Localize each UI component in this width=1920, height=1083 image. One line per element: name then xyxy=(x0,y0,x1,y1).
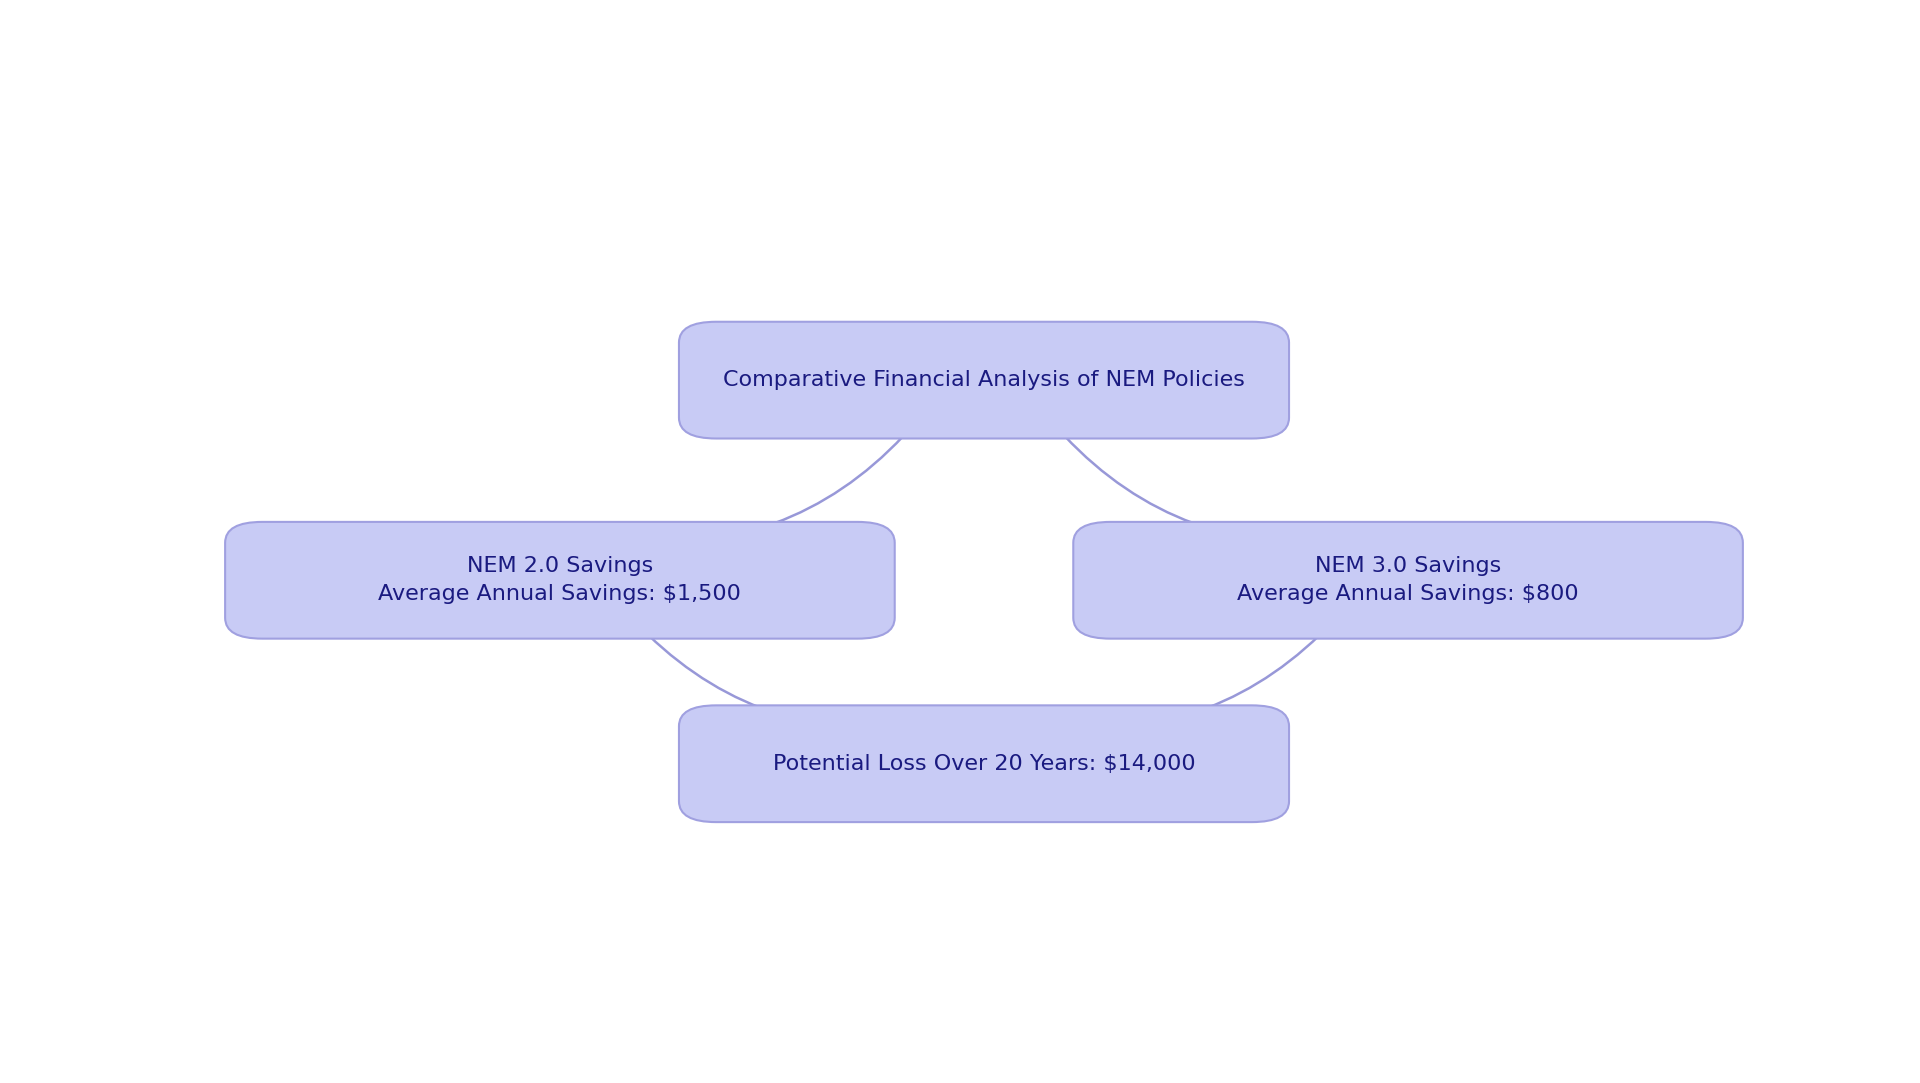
Text: NEM 3.0 Savings
Average Annual Savings: $800: NEM 3.0 Savings Average Annual Savings: … xyxy=(1236,557,1578,604)
FancyBboxPatch shape xyxy=(1073,522,1743,639)
FancyBboxPatch shape xyxy=(680,705,1288,822)
Text: Comparative Financial Analysis of NEM Policies: Comparative Financial Analysis of NEM Po… xyxy=(724,370,1244,390)
Text: Potential Loss Over 20 Years: $14,000: Potential Loss Over 20 Years: $14,000 xyxy=(772,754,1196,773)
FancyBboxPatch shape xyxy=(225,522,895,639)
Text: NEM 2.0 Savings
Average Annual Savings: $1,500: NEM 2.0 Savings Average Annual Savings: … xyxy=(378,557,741,604)
FancyBboxPatch shape xyxy=(680,322,1288,439)
